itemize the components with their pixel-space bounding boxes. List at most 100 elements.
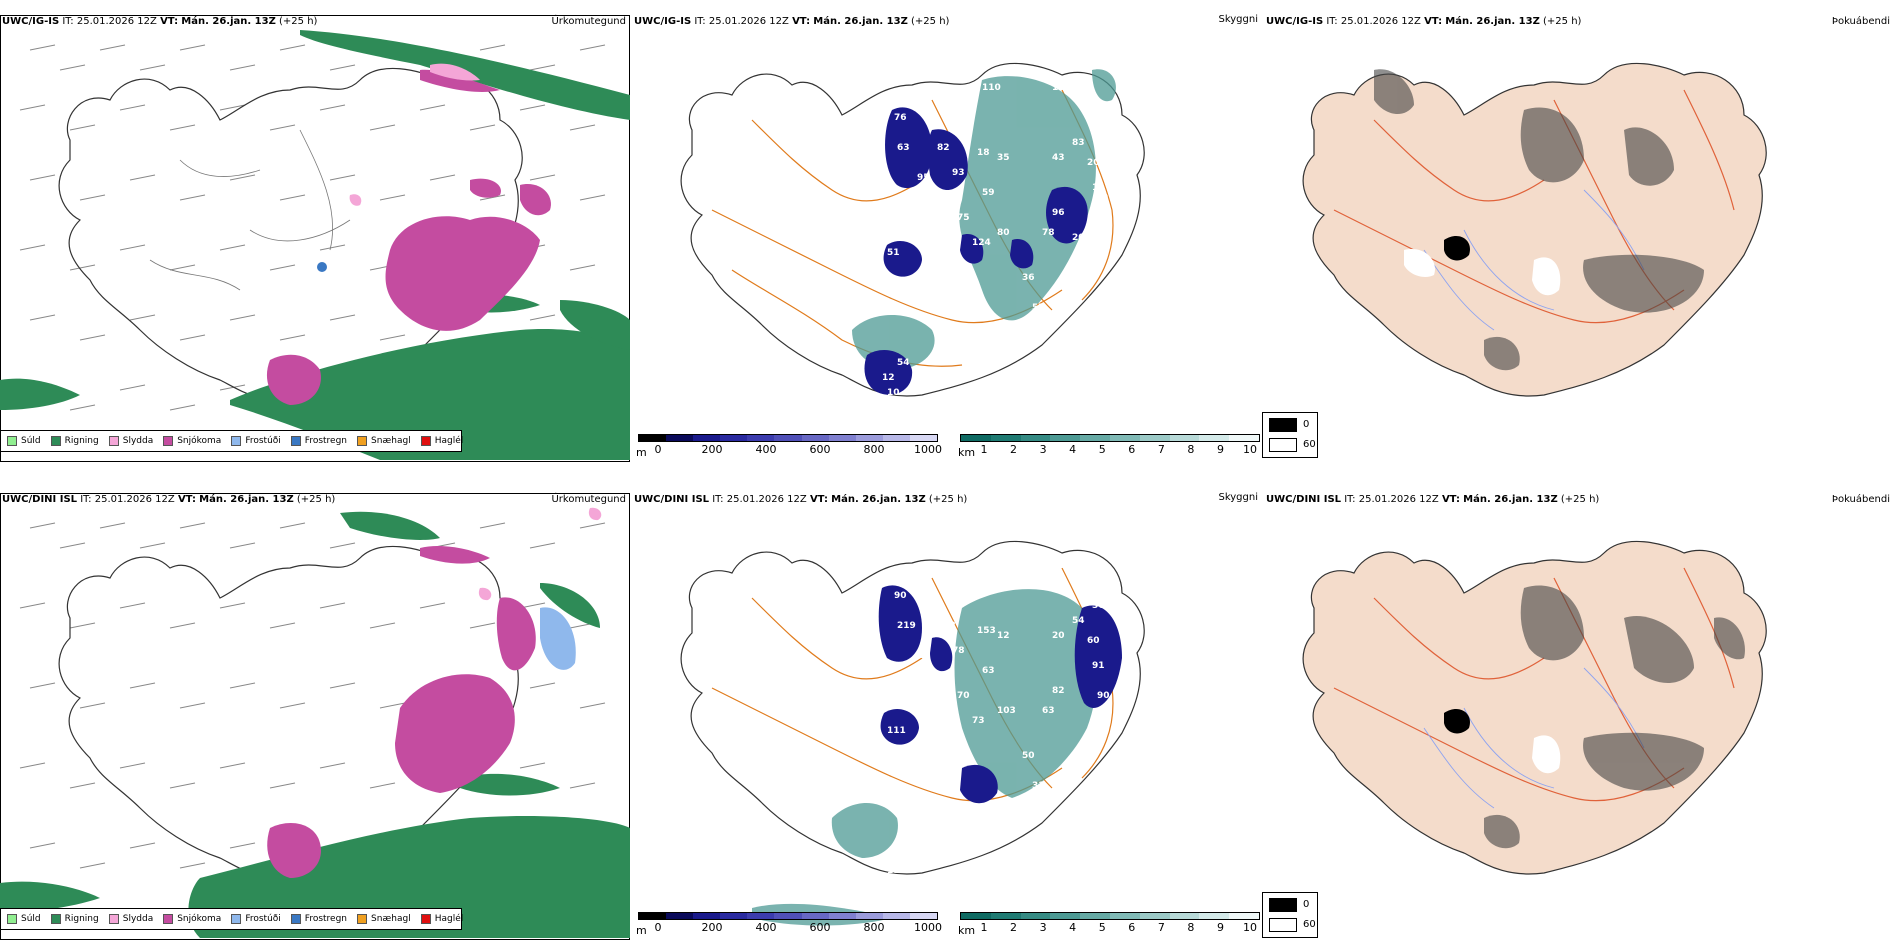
precip-map-frame xyxy=(0,493,630,940)
visibility-value-label: 15 xyxy=(1052,83,1065,93)
colorbar-tick: 800 xyxy=(863,443,885,456)
cloud-base-colorbar-top: 0 200 400 600 800 1000 m xyxy=(636,434,942,459)
legend-swatch xyxy=(50,914,61,924)
iceland-outline xyxy=(58,545,523,880)
visibility-value-label: 43 xyxy=(1052,153,1065,163)
visibility-value-label: 83 xyxy=(1072,138,1085,148)
colorbar-tick: 400 xyxy=(755,921,777,934)
colorbar-segment xyxy=(855,435,883,441)
colorbar-segment xyxy=(666,435,694,441)
legend-swatch xyxy=(7,436,17,446)
visibility-value-label: 133 xyxy=(887,866,906,876)
colorbar-segment xyxy=(1229,913,1259,919)
precip-legend-bottom: Súld Rigning Slydda Snjókoma Frostúði Fr… xyxy=(0,908,463,930)
visibility-value-label: 60 xyxy=(1087,636,1100,646)
visibility-value-label: 96 xyxy=(1052,208,1065,218)
colorbar-segment xyxy=(1169,913,1200,919)
visibility-value-label: 35 xyxy=(997,153,1010,163)
legend-item: Haglél xyxy=(420,914,463,924)
colorbar-tick: 6 xyxy=(1128,443,1136,456)
visibility-value-label: 20 xyxy=(1072,233,1085,243)
colorbar-segment xyxy=(990,913,1021,919)
visibility-value-label: 51 xyxy=(887,248,900,258)
colorbar-segment xyxy=(1080,913,1110,919)
colorbar-tick: 4 xyxy=(1069,443,1077,456)
visibility-value-label: 73 xyxy=(972,716,985,726)
colorbar-segment xyxy=(961,435,991,441)
colorbar-tick: 7 xyxy=(1157,921,1165,934)
colorbar-tick: 7 xyxy=(1157,443,1165,456)
fog-swatch-0 xyxy=(1269,898,1297,912)
colorbar-tick: 8 xyxy=(1187,921,1195,934)
visibility-value-label: 50 xyxy=(1022,751,1035,761)
visibility-value-label: 10 xyxy=(887,388,900,398)
cloud-base-colorbar-bottom: 0 200 400 600 800 1000 m xyxy=(636,912,942,937)
legend-item: Snæhagl xyxy=(357,436,411,446)
legend-swatch xyxy=(357,436,368,446)
colorbar-tick: 200 xyxy=(701,921,723,934)
colorbar-tick: 1 xyxy=(980,921,988,934)
header-bottom-mid: UWC/DINI ISL IT: 25.01.2026 12Z VT: Mán.… xyxy=(634,494,968,505)
legend-item: Snjókoma xyxy=(163,914,221,924)
visibility-value-label: 111 xyxy=(887,726,906,736)
legend-item: Slydda xyxy=(108,914,153,924)
colorbar-segment xyxy=(720,913,748,919)
header-bottom-left: UWC/DINI ISL IT: 25.01.2026 12Z VT: Mán.… xyxy=(2,494,336,505)
colorbar-segment xyxy=(961,913,991,919)
visibility-value-label: 12 xyxy=(882,373,895,383)
freezing-rain-spot xyxy=(317,262,327,272)
colorbar-segment xyxy=(828,913,856,919)
colorbar-tick: 10 xyxy=(1243,443,1257,456)
iceland-outline xyxy=(58,67,523,402)
visibility-value-label: 82 xyxy=(1052,686,1065,696)
visibility-value-label: 57 xyxy=(1032,303,1045,313)
visibility-value-label: 75 xyxy=(957,213,970,223)
visibility-value-label: 14 xyxy=(1092,183,1105,193)
colorbar-tick: 0 xyxy=(654,443,662,456)
fog-panel-top: UWC/IG-IS IT: 25.01.2026 12Z VT: Mán. 26… xyxy=(1264,10,1900,472)
cloud-base-unit: m xyxy=(636,446,647,459)
precip-title-bottom: Úrkomutegund xyxy=(551,494,626,505)
colorbar-segment xyxy=(1229,435,1259,441)
colorbar-tick: 1000 xyxy=(914,921,942,934)
visibility-value-label: 219 xyxy=(897,621,916,631)
fog-panel-bottom: UWC/DINI ISL IT: 25.01.2026 12Z VT: Mán.… xyxy=(1264,488,1900,950)
precip-snow xyxy=(266,69,551,405)
colorbar-segment xyxy=(666,913,694,919)
visibility-value-label: 12 xyxy=(1097,213,1110,223)
colorbar-segment xyxy=(1020,913,1051,919)
visibility-value-label: 78 xyxy=(952,646,965,656)
legend-swatch xyxy=(420,914,431,924)
fog-swatch-60 xyxy=(1269,438,1297,452)
visibility-value-label: 76 xyxy=(894,113,907,123)
colorbar-segment xyxy=(774,913,802,919)
legend-item: Frostregn xyxy=(290,436,347,446)
precip-legend-top: Súld Rigning Slydda Snjókoma Frostúði Fr… xyxy=(0,430,463,452)
colorbar-tick: 5 xyxy=(1098,921,1106,934)
colorbar-segment xyxy=(855,913,883,919)
colorbar-tick: 0 xyxy=(654,921,662,934)
colorbar-segment xyxy=(747,435,775,441)
colorbar-segment xyxy=(882,913,910,919)
cloud-base-unit: m xyxy=(636,924,647,937)
colorbar-segment xyxy=(1050,435,1081,441)
visibility-value-label: 93 xyxy=(952,168,965,178)
legend-item: Haglél xyxy=(420,436,463,446)
visibility-value-label: 103 xyxy=(997,706,1016,716)
visibility-value-label: 9 xyxy=(1102,193,1108,203)
visibility-labels: 110 15 76 76 63 82 95 93 94 83 18 35 43 20 51 75 59 96 14 1… xyxy=(882,83,1110,398)
header-bottom-right: UWC/DINI ISL IT: 25.01.2026 12Z VT: Mán.… xyxy=(1266,494,1600,505)
visibility-value-label: 365 xyxy=(1092,601,1111,611)
precip-panel-bottom: UWC/DINI ISL IT: 25.01.2026 12Z VT: Mán.… xyxy=(0,488,630,950)
colorbar-tick: 3 xyxy=(1039,921,1047,934)
cloud-base-low xyxy=(864,107,1088,395)
colorbar-tick: 200 xyxy=(701,443,723,456)
legend-item: Súld xyxy=(7,436,41,446)
colorbar-tick: 1 xyxy=(980,443,988,456)
visibility-value-label: 90 xyxy=(894,591,907,601)
visibility-value-label: 80 xyxy=(997,228,1010,238)
precip-sleet xyxy=(349,63,480,206)
colorbar-segment xyxy=(1050,913,1081,919)
colorbar-segment xyxy=(747,913,775,919)
colorbar-segment xyxy=(990,435,1021,441)
